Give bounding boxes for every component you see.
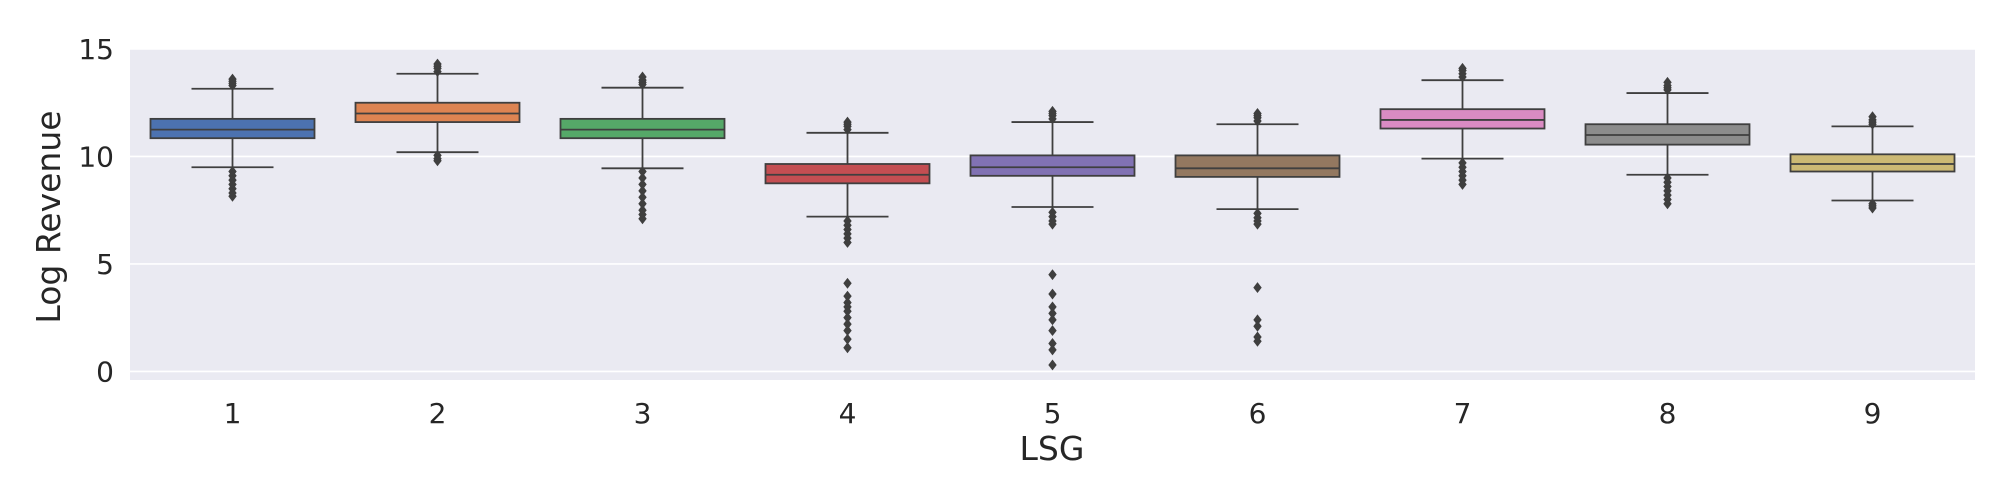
box-iqr — [1379, 108, 1546, 130]
y-tick-label-10: 10 — [78, 140, 114, 173]
outlier-point — [433, 155, 442, 167]
outlier-point — [843, 116, 852, 128]
outlier-point — [1048, 344, 1057, 356]
outlier-point — [1048, 218, 1057, 230]
outlier-point — [843, 236, 852, 248]
x-tick-labels: 1 2 3 4 5 6 7 8 9 — [224, 397, 1882, 430]
outlier-point — [1048, 325, 1057, 337]
outlier-point — [1663, 76, 1672, 88]
x-tick-label-9: 9 — [1864, 397, 1882, 430]
outlier-point — [1458, 178, 1467, 190]
outlier-point — [843, 342, 852, 354]
outlier-point — [228, 190, 237, 202]
outlier-point — [1253, 282, 1262, 294]
outlier-point — [1868, 202, 1877, 214]
box-iqr — [764, 163, 931, 185]
outlier-point — [1048, 338, 1057, 349]
box-iqr — [1789, 153, 1956, 173]
outlier-point — [1253, 314, 1262, 326]
box-group-1 — [149, 73, 316, 202]
box-group-3 — [559, 71, 726, 225]
x-tick-label-6: 6 — [1249, 397, 1267, 430]
x-tick-label-4: 4 — [839, 397, 857, 430]
box-group-4 — [764, 116, 931, 354]
outlier-point — [1048, 307, 1057, 319]
outlier-point — [1253, 108, 1262, 119]
outlier-point — [433, 58, 442, 70]
box-iqr — [559, 117, 726, 140]
outlier-point — [1048, 301, 1057, 313]
x-tick-label-2: 2 — [429, 397, 447, 430]
outlier-point — [228, 73, 237, 85]
outlier-point — [1048, 269, 1057, 281]
outlier-point — [638, 198, 647, 210]
box-group-9 — [1789, 111, 1956, 214]
outlier-point — [843, 333, 852, 345]
outlier-point — [843, 305, 852, 317]
outlier-point — [638, 172, 647, 184]
outlier-point — [1253, 218, 1262, 230]
outlier-point — [843, 318, 852, 330]
outlier-point — [1458, 62, 1467, 74]
y-tick-label-5: 5 — [96, 248, 114, 281]
outlier-point — [638, 213, 647, 225]
outlier-point — [843, 325, 852, 337]
outlier-point — [638, 178, 647, 190]
x-tick-label-3: 3 — [634, 397, 652, 430]
outlier-point — [1048, 314, 1057, 326]
x-tick-label-7: 7 — [1454, 397, 1472, 430]
outlier-point — [638, 166, 647, 177]
y-axis-label: Log Revenue — [29, 110, 68, 323]
outlier-point — [843, 312, 852, 324]
box-group-7 — [1379, 62, 1546, 190]
box-group-5 — [969, 105, 1136, 371]
outlier-point — [638, 191, 647, 203]
x-tick-label-5: 5 — [1044, 397, 1062, 430]
x-tick-label-1: 1 — [224, 397, 242, 430]
outlier-point — [1253, 335, 1262, 347]
outlier-point — [1663, 198, 1672, 210]
outlier-point — [843, 290, 852, 302]
box-iqr — [149, 117, 316, 140]
y-tick-label-0: 0 — [96, 355, 114, 388]
x-tick-label-8: 8 — [1659, 397, 1677, 430]
boxes — [149, 58, 1956, 371]
x-axis-label: LSG — [1020, 429, 1085, 468]
outlier-point — [1048, 105, 1057, 117]
box-group-6 — [1174, 108, 1341, 347]
outlier-point — [1048, 359, 1057, 371]
box-group-8 — [1584, 76, 1751, 210]
box-iqr — [354, 101, 521, 123]
y-tick-label-15: 15 — [78, 33, 114, 66]
outlier-point — [1048, 288, 1057, 300]
outlier-point — [638, 71, 647, 83]
box-iqr — [1174, 154, 1341, 178]
outlier-point — [1253, 320, 1262, 332]
outlier-point — [843, 277, 852, 289]
y-tick-labels: 0 5 10 15 — [78, 33, 114, 388]
box-iqr — [969, 154, 1136, 177]
outlier-point — [638, 185, 647, 197]
outlier-point — [1868, 111, 1877, 123]
box-group-2 — [354, 58, 521, 167]
